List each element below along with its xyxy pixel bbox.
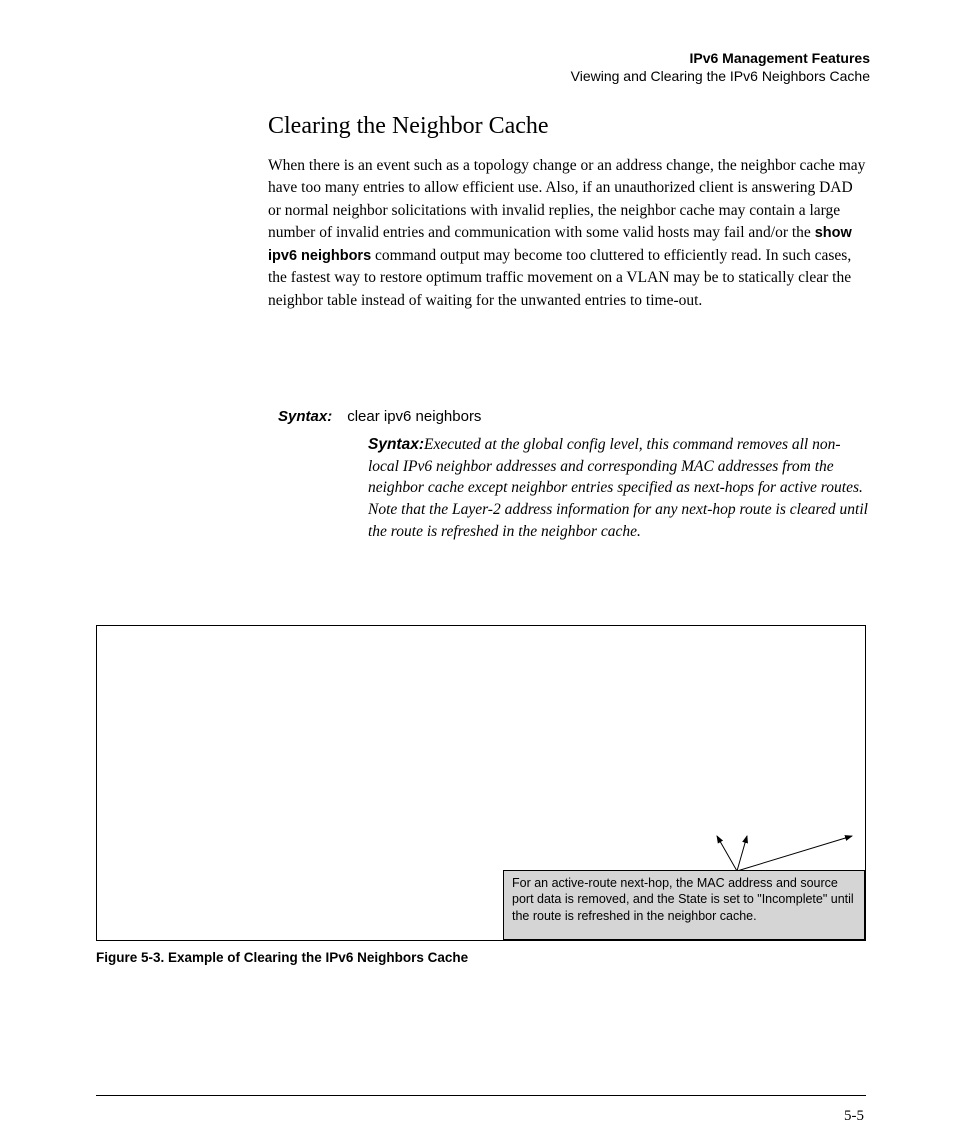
syntax-description: Syntax:Executed at the global config lev… [368, 434, 868, 542]
figure-callout: For an active-route next-hop, the MAC ad… [503, 870, 865, 940]
syntax-block: Syntax: clear ipv6 neighbors Syntax:Exec… [278, 408, 868, 542]
header-subtitle: Viewing and Clearing the IPv6 Neighbors … [571, 68, 870, 84]
figure-box: For an active-route next-hop, the MAC ad… [96, 625, 866, 941]
footer-rule [96, 1095, 866, 1096]
syntax-desc-label: Syntax: [368, 436, 424, 453]
figure-caption: Figure 5-3. Example of Clearing the IPv6… [96, 950, 468, 965]
syntax-line: Syntax: clear ipv6 neighbors [278, 408, 868, 426]
syntax-label: Syntax: [278, 408, 332, 425]
page-number: 5-5 [844, 1108, 864, 1125]
body-text-1: When there is an event such as a topolog… [268, 157, 865, 241]
header-title: IPv6 Management Features [571, 50, 870, 66]
syntax-command: clear ipv6 neighbors [347, 408, 481, 425]
syntax-desc-text: Executed at the global config level, thi… [368, 436, 868, 540]
body-paragraph: When there is an event such as a topolog… [268, 155, 868, 312]
section-heading: Clearing the Neighbor Cache [268, 113, 549, 140]
